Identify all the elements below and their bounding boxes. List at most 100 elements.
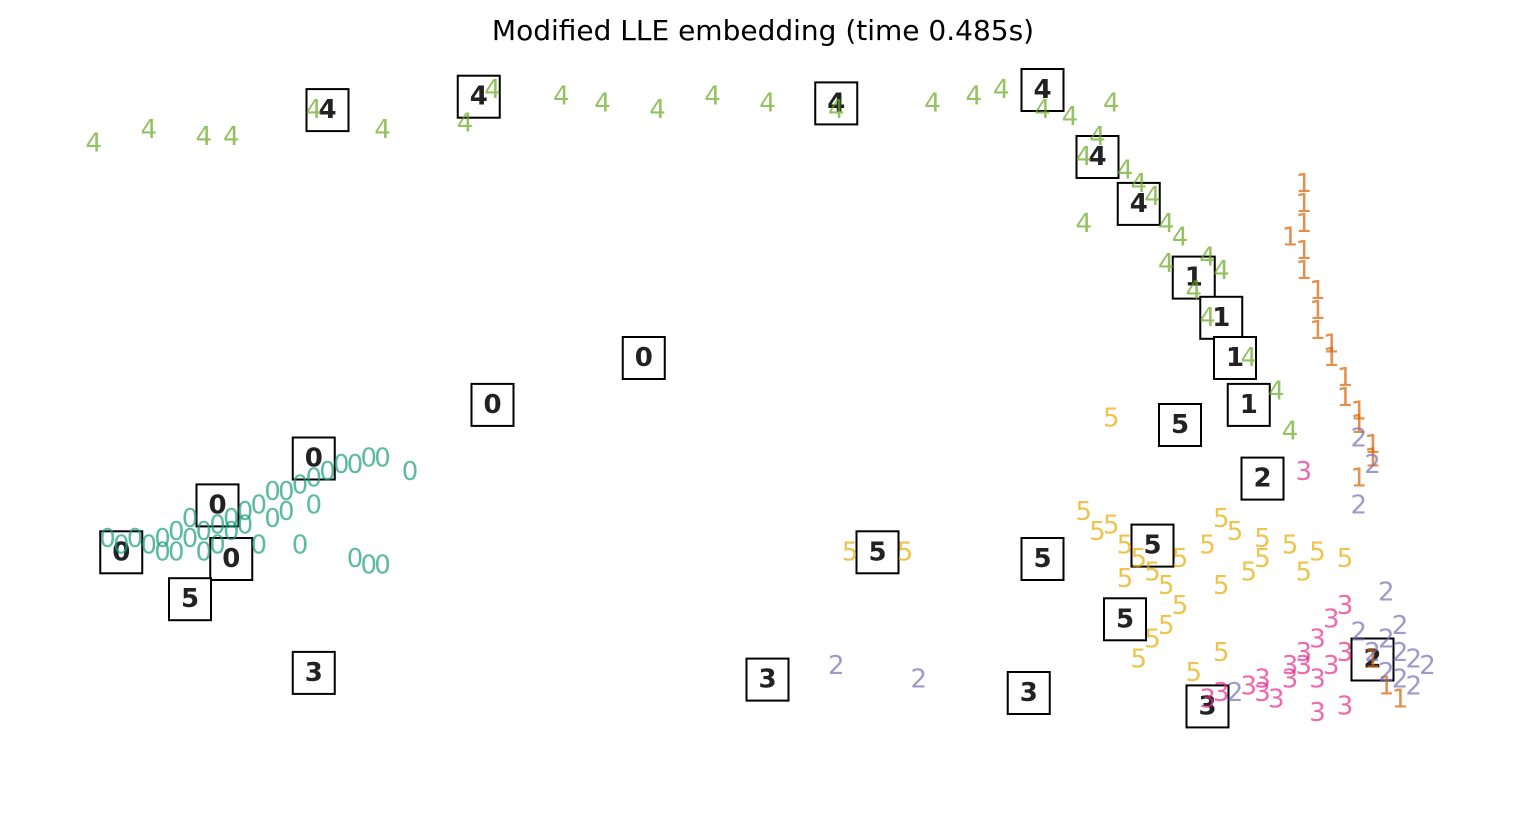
digit-point-3-18: 3	[1254, 678, 1271, 708]
digit-thumbnail-13: 1	[1199, 295, 1244, 340]
digit-point-0-6: 0	[182, 524, 199, 554]
digit-point-5-14: 5	[1309, 537, 1326, 567]
thumbnail-digit: 3	[758, 665, 776, 695]
digit-point-0-7: 0	[195, 517, 212, 547]
digit-point-4-21: 4	[1075, 142, 1092, 172]
thumbnail-frame	[1158, 403, 1202, 447]
digit-point-4-16: 4	[993, 75, 1010, 105]
digit-point-2-12: 2	[910, 665, 927, 695]
digit-thumbnail-25: 5	[1130, 523, 1175, 568]
digit-point-0-34: 0	[154, 537, 171, 567]
digit-point-3-10: 3	[1282, 665, 1299, 695]
digit-point-1-19: 1	[1378, 671, 1395, 701]
digit-point-0-17: 0	[333, 450, 350, 480]
digit-point-5-17: 5	[1213, 571, 1230, 601]
digit-thumbnail-21: 5	[1103, 597, 1147, 642]
digit-point-4-11: 4	[704, 82, 721, 112]
digit-point-1-12: 1	[1337, 383, 1354, 413]
digit-point-2-6: 2	[1392, 638, 1409, 668]
digit-point-5-12: 5	[1254, 524, 1271, 554]
digit-thumbnail-20: 5	[168, 577, 212, 622]
digit-point-1-11: 1	[1337, 363, 1354, 393]
digit-point-0-2: 0	[127, 524, 144, 554]
thumbnail-digit: 4	[1088, 142, 1106, 172]
digit-point-2-8: 2	[1419, 651, 1436, 681]
digit-point-3-9: 3	[1213, 678, 1230, 708]
digit-point-3-5: 3	[1282, 651, 1299, 681]
thumbnail-digit: 3	[1020, 678, 1038, 708]
digit-thumbnail-23: 3	[745, 657, 790, 702]
digit-point-0-22: 0	[195, 537, 212, 567]
digit-point-4-5: 4	[374, 115, 391, 145]
digit-point-3-0: 3	[1295, 457, 1312, 487]
thumbnail-digit: 3	[1198, 691, 1216, 721]
digit-point-1-13: 1	[1350, 397, 1367, 427]
thumbnail-frame	[1226, 382, 1271, 427]
thumbnail-frame	[1075, 135, 1120, 179]
digit-point-2-2: 2	[1350, 490, 1367, 520]
digit-thumbnail-8: 4	[814, 81, 859, 126]
thumbnail-frame	[1006, 671, 1051, 715]
thumbnail-digit: 5	[868, 537, 886, 567]
digit-point-0-20: 0	[374, 444, 391, 474]
thumbnail-digit: 1	[1240, 390, 1258, 420]
thumbnail-frame	[470, 382, 515, 427]
digit-point-5-11: 5	[1227, 517, 1244, 547]
digit-point-4-33: 4	[1240, 343, 1257, 373]
digit-point-2-13: 2	[828, 651, 845, 681]
thumbnail-digit: 4	[1033, 75, 1051, 105]
digit-point-5-6: 5	[1130, 544, 1147, 574]
digit-point-5-2: 5	[897, 537, 914, 567]
digit-thumbnail-26: 2	[1350, 637, 1395, 682]
digit-point-4-19: 4	[1103, 88, 1120, 118]
digit-point-3-11: 3	[1309, 665, 1326, 695]
digit-point-2-14: 2	[1378, 658, 1395, 688]
digit-thumbnail-18: 5	[855, 530, 900, 575]
digit-point-0-14: 0	[292, 470, 309, 500]
digit-point-4-7: 4	[484, 75, 501, 105]
digit-point-5-19: 5	[1158, 611, 1175, 641]
thumbnail-frame	[1240, 456, 1285, 501]
digit-point-1-6: 1	[1309, 276, 1326, 306]
thumbnail-digit: 1	[1212, 303, 1230, 333]
digit-point-4-35: 4	[1282, 417, 1299, 447]
digit-point-3-6: 3	[1254, 665, 1271, 695]
thumbnail-digit: 4	[318, 95, 336, 125]
digit-thumbnail-6: 4	[305, 88, 350, 133]
thumbnail-digit: 4	[827, 88, 845, 118]
digit-point-3-12: 3	[1323, 651, 1340, 681]
digit-point-3-16: 3	[1309, 698, 1326, 728]
digit-thumbnail-5: 0	[621, 336, 666, 380]
thumbnail-frame	[1199, 295, 1244, 340]
digit-point-1-10: 1	[1323, 343, 1340, 373]
digit-point-0-5: 0	[168, 517, 185, 547]
chart-title: Modified LLE embedding (time 0.485s)	[491, 14, 1035, 47]
digit-point-2-11: 2	[1227, 678, 1244, 708]
digit-point-0-13: 0	[278, 477, 295, 507]
digit-point-5-3: 5	[1075, 497, 1092, 527]
digit-point-4-13: 4	[828, 95, 845, 125]
digit-point-3-7: 3	[1240, 671, 1257, 701]
digit-point-1-4: 1	[1295, 236, 1312, 266]
thumbnail-frame	[209, 537, 254, 581]
digit-thumbnail-17: 5	[1158, 403, 1202, 447]
digit-point-5-24: 5	[1254, 544, 1271, 574]
digit-point-5-0: 5	[1103, 403, 1120, 433]
digit-point-1-9: 1	[1323, 330, 1340, 360]
digit-point-0-36: 0	[305, 490, 322, 520]
digit-point-5-20: 5	[1144, 624, 1161, 654]
thumbnail-digit: 1	[1185, 263, 1203, 293]
digit-point-5-5: 5	[1117, 531, 1134, 561]
digit-thumbnail-22: 3	[291, 650, 336, 695]
thumbnail-frame	[1020, 68, 1065, 112]
digit-point-5-18: 5	[1172, 591, 1189, 621]
thumbnail-digit: 4	[1130, 189, 1148, 219]
thumbnail-frame	[305, 88, 350, 133]
digit-point-3-4: 3	[1295, 638, 1312, 668]
digit-point-5-26: 5	[1117, 564, 1134, 594]
digit-point-4-9: 4	[594, 88, 611, 118]
digit-point-2-15: 2	[1405, 671, 1422, 701]
thumbnail-frame	[1103, 597, 1147, 642]
digit-point-2-3: 2	[1378, 578, 1395, 608]
digit-point-0-27: 0	[250, 531, 267, 561]
